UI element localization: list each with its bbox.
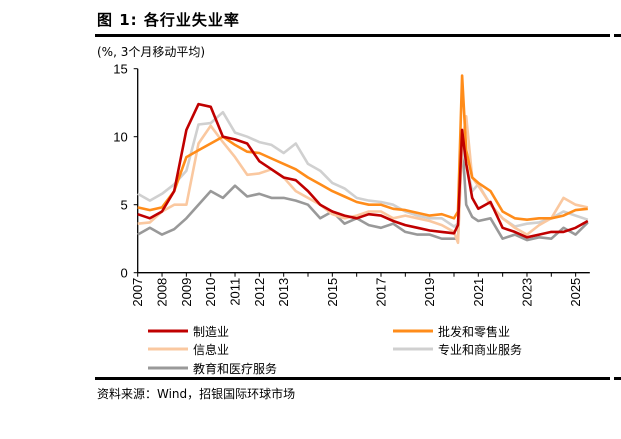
y-tick-label: 15 <box>113 62 127 77</box>
legend-label: 制造业 <box>193 325 229 339</box>
series-line-3 <box>137 115 589 245</box>
x-tick-label: 2009 <box>179 278 194 307</box>
series-line-1 <box>137 102 589 239</box>
x-tick-label: 2017 <box>374 278 389 307</box>
series-line-5 <box>137 138 589 242</box>
source-note: 资料来源：Wind，招银国际环球市场 <box>97 387 296 401</box>
y-tick-label: 5 <box>120 198 127 213</box>
x-tick-label: 2011 <box>228 278 243 306</box>
y-tick-label: 10 <box>113 130 127 145</box>
x-tick-label: 2021 <box>471 278 486 307</box>
x-tick-label: 2023 <box>519 278 534 307</box>
legend-label: 教育和医疗服务 <box>193 361 277 376</box>
figure-title: 图 1: 各行业失业率 <box>97 11 240 29</box>
x-tick-label: 2008 <box>155 278 170 307</box>
x-tick-label: 2013 <box>276 278 291 307</box>
top-rule <box>95 34 610 37</box>
legend-label: 信息业 <box>193 342 229 357</box>
legend-label: 专业和商业服务 <box>438 342 522 357</box>
x-tick-label: 2025 <box>568 278 583 307</box>
x-tick-label: 2012 <box>252 278 267 307</box>
x-tick-label: 2010 <box>203 278 218 307</box>
bottom-rule <box>95 377 610 380</box>
legend-label: 批发和零售业 <box>438 324 510 339</box>
series-line-2 <box>137 74 588 221</box>
adjacent-figure-rule <box>614 34 621 37</box>
series-line-4 <box>137 110 589 228</box>
y-tick-label: 0 <box>120 266 127 281</box>
x-tick-label: 2007 <box>130 278 145 307</box>
unit-label: (%, 3个月移动平均) <box>97 45 206 59</box>
x-tick-label: 2019 <box>422 278 437 307</box>
x-tick-label: 2015 <box>325 278 340 307</box>
adjacent-figure-rule-bottom <box>614 377 621 380</box>
